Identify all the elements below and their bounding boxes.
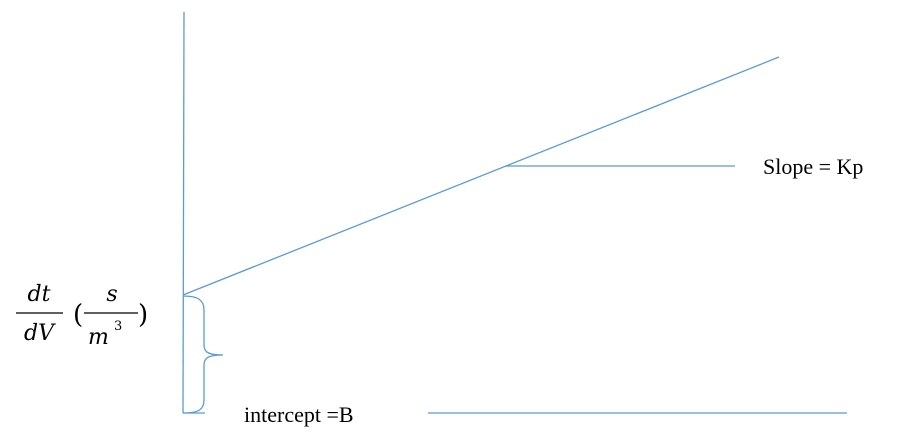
intercept-label: intercept =B <box>244 402 354 427</box>
trend-line <box>182 56 780 296</box>
intercept-brace <box>182 295 224 414</box>
y-label-close-paren: ) <box>138 300 148 330</box>
y-label-unit-denominator: m <box>88 325 109 350</box>
y-label-denominator: dV <box>24 321 56 346</box>
y-label-open-paren: ( <box>73 300 83 330</box>
y-axis-label: dt dV ( s m 3 ) <box>16 282 148 350</box>
y-label-unit-numerator: s <box>106 282 117 307</box>
y-label-unit-exponent: 3 <box>114 319 122 334</box>
y-axis-line <box>182 11 185 414</box>
slope-label: Slope = Kp <box>763 154 863 179</box>
y-label-numerator: dt <box>28 282 51 307</box>
